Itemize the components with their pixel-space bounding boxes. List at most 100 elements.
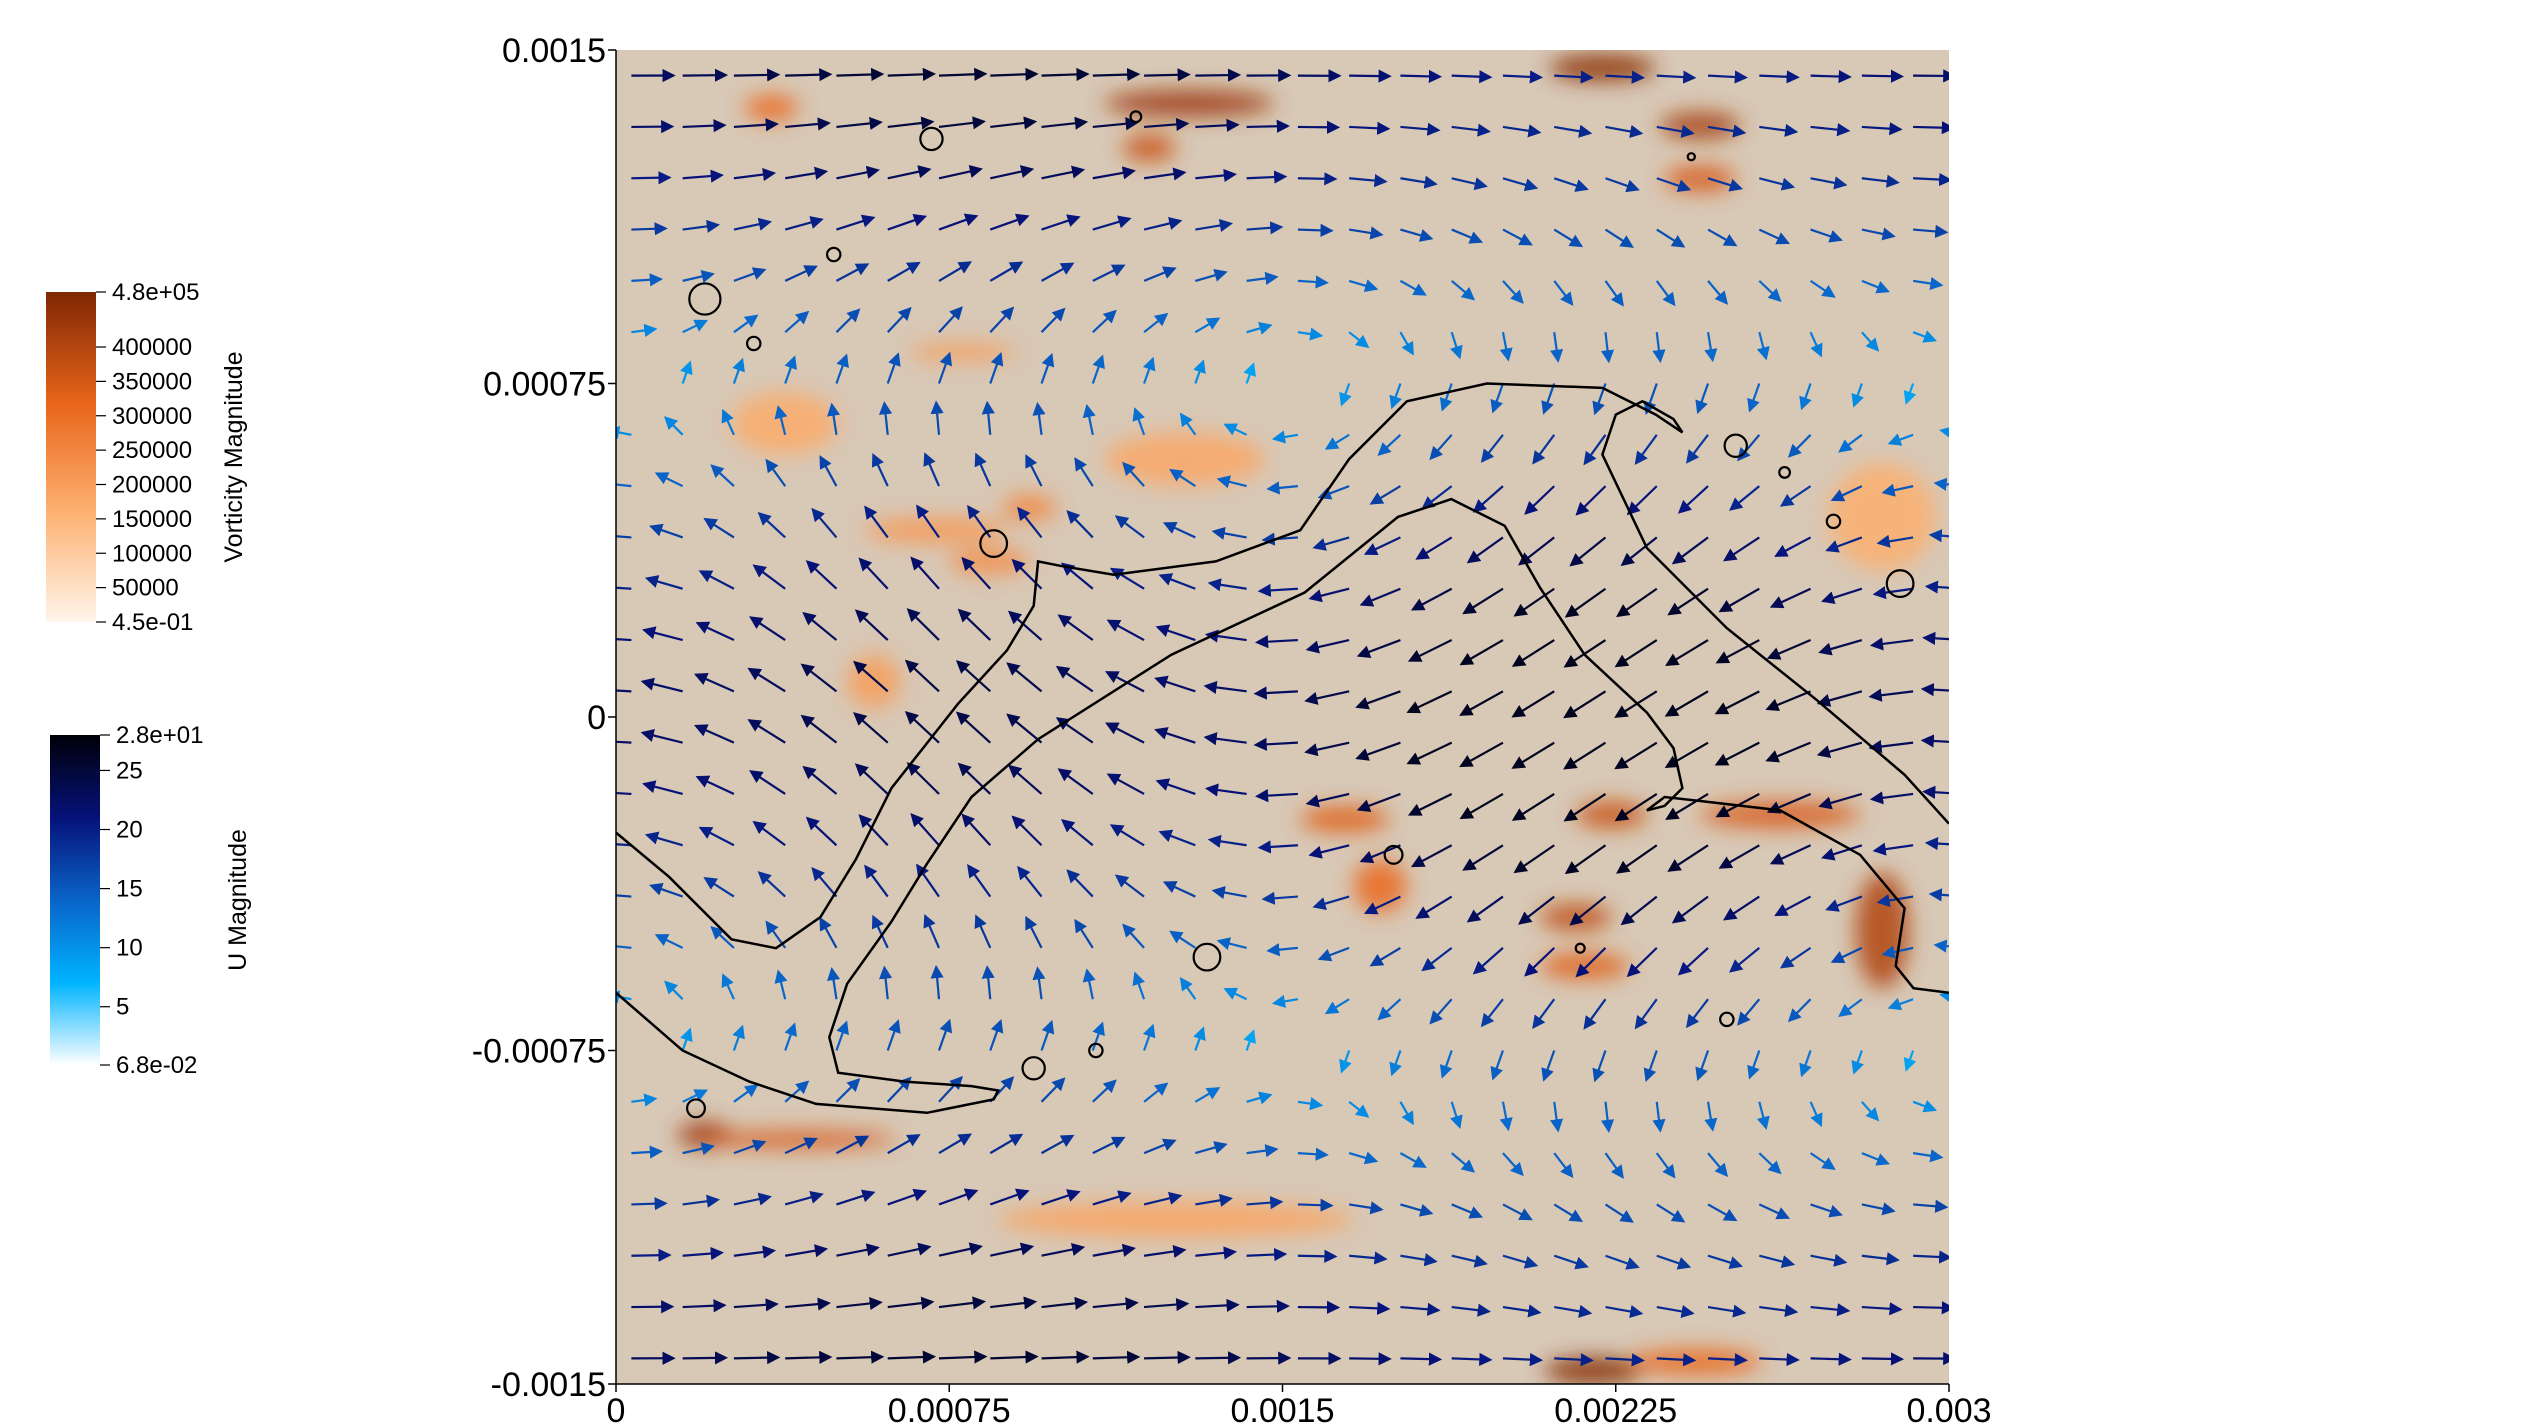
velocity-arrow bbox=[682, 1194, 720, 1208]
velocity-arrow bbox=[1872, 842, 1914, 856]
velocity-arrow bbox=[654, 472, 684, 488]
velocity-arrow bbox=[1861, 1202, 1896, 1216]
velocity-arrow bbox=[1655, 1152, 1676, 1179]
velocity-arrow bbox=[1389, 1050, 1402, 1077]
velocity-arrow bbox=[682, 1246, 724, 1261]
velocity-arrow bbox=[1207, 578, 1247, 592]
vorticity-patch bbox=[1700, 801, 1861, 829]
velocity-arrow bbox=[1787, 998, 1812, 1023]
velocity-arrow bbox=[1513, 844, 1555, 874]
velocity-arrow bbox=[1766, 639, 1812, 660]
velocity-arrow bbox=[1759, 70, 1800, 84]
velocity-arrow bbox=[938, 67, 988, 81]
velocity-arrow bbox=[1216, 475, 1247, 489]
velocity-arrow bbox=[1339, 1050, 1352, 1074]
velocity-arrow bbox=[1308, 844, 1350, 859]
velocity-arrow bbox=[1389, 383, 1402, 410]
velocity-arrow bbox=[1041, 1243, 1086, 1257]
velocity-arrow bbox=[1466, 895, 1504, 923]
velocity-arrow bbox=[1554, 1304, 1593, 1318]
velocity-arrow bbox=[1769, 587, 1812, 609]
contour-island bbox=[1825, 513, 1842, 530]
colorbar-label: 250000 bbox=[112, 437, 192, 464]
velocity-arrow bbox=[784, 1190, 824, 1206]
velocity-arrow bbox=[938, 1133, 973, 1155]
velocity-arrow bbox=[631, 323, 658, 338]
velocity-arrow bbox=[1758, 280, 1782, 303]
velocity-arrow bbox=[1655, 280, 1676, 307]
velocity-arrow bbox=[733, 118, 779, 132]
velocity-arrow bbox=[1092, 1190, 1132, 1206]
velocity-arrow bbox=[1920, 734, 1949, 748]
velocity-arrow bbox=[1092, 1079, 1117, 1103]
velocity-arrow bbox=[1810, 228, 1843, 243]
contour-line bbox=[616, 382, 1949, 950]
velocity-arrow bbox=[1569, 536, 1607, 567]
colorbar-label: 200000 bbox=[112, 472, 192, 499]
velocity-arrow bbox=[680, 360, 693, 384]
velocity-arrow bbox=[1862, 24, 1902, 25]
velocity-arrow bbox=[937, 1018, 953, 1051]
velocity-arrow bbox=[1195, 68, 1242, 82]
velocity-arrow bbox=[1553, 228, 1584, 248]
velocity-arrow bbox=[1933, 477, 1949, 491]
velocity-arrow bbox=[1297, 1097, 1324, 1111]
velocity-arrow bbox=[1765, 741, 1811, 763]
velocity-arrow bbox=[853, 660, 889, 693]
velocity-arrow bbox=[1369, 946, 1401, 967]
velocity-arrow bbox=[1903, 1050, 1917, 1072]
velocity-arrow bbox=[1511, 741, 1555, 769]
velocity-arrow bbox=[1656, 1254, 1692, 1270]
velocity-arrow bbox=[1158, 573, 1196, 590]
vorticity-patch bbox=[1104, 90, 1274, 117]
velocity-arrow bbox=[785, 1350, 833, 1364]
velocity-arrow bbox=[616, 425, 632, 439]
velocity-arrow bbox=[1041, 214, 1081, 231]
velocity-arrow bbox=[887, 1296, 935, 1310]
contour-island bbox=[1723, 433, 1748, 458]
velocity-arrow bbox=[1553, 280, 1574, 306]
velocity-arrow bbox=[1714, 741, 1760, 766]
velocity-arrow bbox=[774, 969, 788, 1000]
velocity-arrow bbox=[1715, 639, 1760, 664]
velocity-arrow bbox=[1737, 998, 1761, 1026]
velocity-arrow bbox=[1142, 1023, 1156, 1051]
velocity-arrow bbox=[616, 740, 632, 744]
velocity-arrow bbox=[631, 273, 664, 287]
velocity-arrow bbox=[989, 213, 1030, 231]
velocity-arrow bbox=[1459, 741, 1504, 768]
velocity-arrow bbox=[1759, 1254, 1796, 1269]
velocity-arrow bbox=[1656, 1203, 1686, 1223]
velocity-arrow bbox=[1964, 329, 1988, 332]
velocity-arrow bbox=[1964, 279, 1993, 281]
velocity-arrow bbox=[1042, 24, 1088, 26]
velocity-arrow bbox=[1093, 24, 1138, 25]
velocity-arrow bbox=[1246, 119, 1291, 133]
velocity-arrow bbox=[1297, 1249, 1338, 1263]
velocity-arrow bbox=[1348, 279, 1379, 293]
contour-island bbox=[1885, 569, 1915, 599]
velocity-arrow bbox=[1810, 1303, 1851, 1317]
velocity-arrow bbox=[1605, 124, 1644, 138]
contour-island bbox=[1383, 844, 1404, 865]
velocity-arrow bbox=[784, 1080, 810, 1103]
vorticity-patch bbox=[949, 548, 1030, 575]
velocity-arrow bbox=[1490, 1050, 1504, 1081]
velocity-arrow bbox=[1421, 485, 1453, 510]
velocity-arrow bbox=[1297, 223, 1334, 237]
velocity-arrow bbox=[1809, 279, 1836, 298]
velocity-arrow bbox=[1074, 918, 1094, 949]
velocity-arrow bbox=[1605, 1254, 1640, 1270]
velocity-arrow bbox=[1626, 947, 1658, 978]
velocity-arrow bbox=[1349, 1251, 1388, 1265]
velocity-arrow bbox=[1643, 1050, 1658, 1083]
velocity-arrow bbox=[811, 867, 838, 898]
velocity-arrow bbox=[1363, 895, 1401, 915]
velocity-arrow bbox=[886, 352, 901, 384]
x-tick-label: 0.00225 bbox=[1554, 1392, 1677, 1426]
velocity-arrow bbox=[800, 714, 838, 744]
velocity-arrow bbox=[1271, 430, 1299, 444]
velocity-arrow bbox=[733, 1192, 772, 1206]
velocity-arrow bbox=[1912, 1099, 1938, 1113]
velocity-arrow bbox=[1614, 741, 1658, 770]
